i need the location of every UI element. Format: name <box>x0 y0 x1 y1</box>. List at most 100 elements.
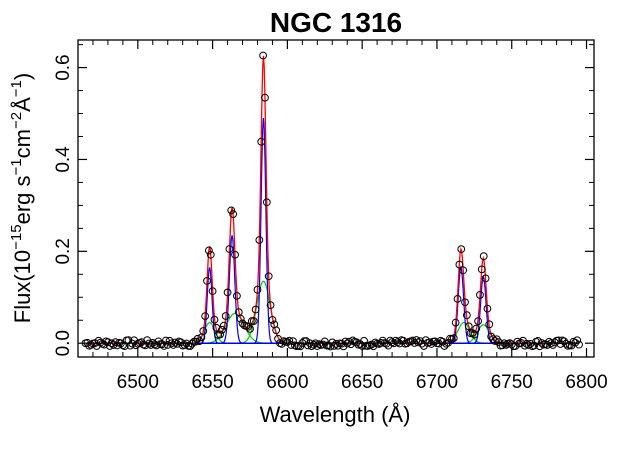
data-point <box>229 210 238 219</box>
data-point <box>461 298 469 307</box>
data-point <box>573 336 582 345</box>
data-point <box>152 341 161 350</box>
data-point <box>261 93 269 102</box>
data-point <box>218 325 226 334</box>
data-point <box>513 337 522 346</box>
data-point <box>571 338 580 347</box>
data-point <box>332 339 340 348</box>
observed-points <box>81 51 583 351</box>
y-tick-label: 0.2 <box>53 238 74 264</box>
narrow-component-4 <box>85 265 580 344</box>
y-label-exp-cm: −2 <box>8 112 25 129</box>
data-point <box>126 341 135 350</box>
data-point <box>113 341 122 350</box>
y-tick-label: 0.6 <box>53 54 74 80</box>
x-tick-label: 6500 <box>117 372 159 393</box>
data-point <box>206 250 215 259</box>
x-axis-label: Wavelength (Å) <box>260 402 411 427</box>
data-point <box>193 334 202 343</box>
y-tick-label: 0.0 <box>53 330 74 356</box>
data-point <box>96 338 105 347</box>
data-point <box>453 294 462 303</box>
data-point <box>188 339 196 348</box>
data-point <box>530 341 539 350</box>
data-point <box>414 338 423 347</box>
data-point <box>459 266 468 275</box>
data-point <box>367 340 376 349</box>
data-point <box>216 330 224 339</box>
data-point <box>204 246 213 255</box>
broad-component-3 <box>85 280 580 344</box>
data-point <box>201 312 210 321</box>
y-axis-label: Flux(10−15erg s−1cm−2Å−1) <box>8 73 35 323</box>
data-point <box>425 338 434 347</box>
data-point <box>268 316 277 324</box>
data-point <box>221 312 230 320</box>
data-point <box>371 338 380 347</box>
data-point <box>537 339 546 347</box>
data-point <box>534 337 542 345</box>
y-label-close: ) <box>10 73 35 80</box>
data-point <box>491 337 499 345</box>
data-point <box>208 287 217 296</box>
data-point <box>257 137 266 146</box>
data-point <box>313 342 322 350</box>
data-point <box>524 341 533 349</box>
data-point <box>145 339 153 348</box>
data-point <box>464 322 473 331</box>
data-point <box>412 336 421 344</box>
data-point <box>455 260 464 269</box>
data-point <box>203 276 211 285</box>
data-point <box>236 314 245 323</box>
data-point <box>457 245 466 254</box>
data-point <box>259 51 267 60</box>
data-point <box>246 324 254 333</box>
x-tick-label: 6750 <box>491 372 533 393</box>
y-label-erg: erg s <box>10 175 35 224</box>
data-point <box>333 341 342 350</box>
data-point <box>180 341 189 349</box>
data-point <box>337 339 346 348</box>
data-point <box>244 322 253 331</box>
data-point <box>560 337 568 346</box>
data-point <box>309 340 318 349</box>
data-point <box>554 336 563 345</box>
data-point <box>262 198 271 207</box>
x-tick-label: 6600 <box>266 372 308 393</box>
data-point <box>225 245 234 253</box>
data-point <box>160 342 168 350</box>
data-point <box>476 291 484 299</box>
chart-title: NGC 1316 <box>270 7 402 38</box>
data-point <box>195 337 204 346</box>
y-label-exp-flux: −15 <box>8 224 25 249</box>
data-point <box>498 341 507 350</box>
data-point <box>304 341 312 350</box>
data-point <box>266 301 275 310</box>
broad-components <box>85 280 580 344</box>
data-point <box>169 341 178 349</box>
data-point <box>264 272 273 281</box>
narrow-component-3 <box>85 118 580 344</box>
y-label-cm: cm <box>10 129 35 158</box>
total-fit-curve <box>85 55 580 344</box>
data-point <box>562 339 570 348</box>
data-point <box>249 317 258 325</box>
data-point <box>253 285 262 294</box>
data-point <box>449 334 458 343</box>
data-point <box>231 250 239 259</box>
data-point <box>167 339 176 348</box>
y-label-ang: Å <box>10 97 35 112</box>
narrow-component-5 <box>85 274 580 344</box>
data-point <box>451 318 460 327</box>
data-point <box>210 315 219 324</box>
data-point <box>251 305 260 314</box>
data-point <box>199 327 208 335</box>
data-point <box>141 341 150 350</box>
data-point <box>173 339 181 348</box>
data-point <box>348 336 357 345</box>
data-point <box>393 338 402 346</box>
data-point <box>485 320 494 329</box>
data-point <box>219 321 228 330</box>
data-point <box>147 341 155 349</box>
